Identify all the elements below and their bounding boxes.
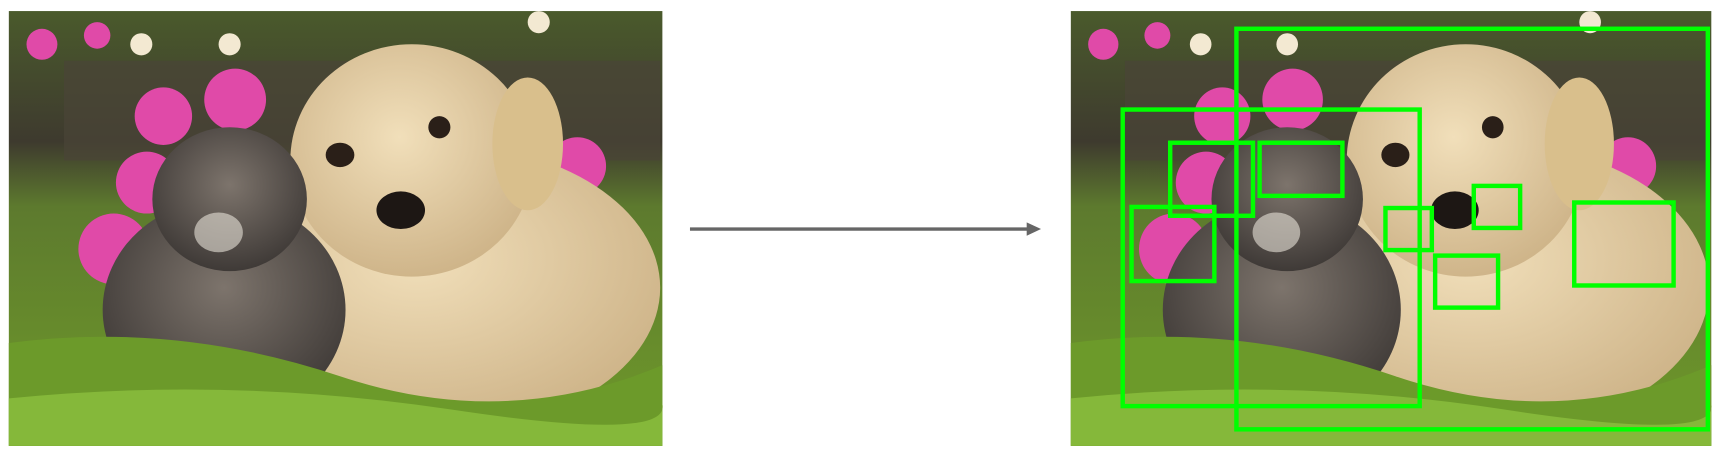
box <box>1120 107 1422 409</box>
box <box>1432 253 1501 310</box>
box <box>1572 200 1676 288</box>
box <box>1471 183 1523 231</box>
arrow-head <box>1026 222 1042 236</box>
box <box>1383 205 1435 253</box>
box <box>1129 204 1217 284</box>
box <box>1257 140 1345 199</box>
output-image <box>1070 11 1712 446</box>
input-image <box>8 11 663 446</box>
detection-boxes <box>1120 26 1711 432</box>
box <box>1167 140 1256 218</box>
box <box>1234 26 1711 432</box>
